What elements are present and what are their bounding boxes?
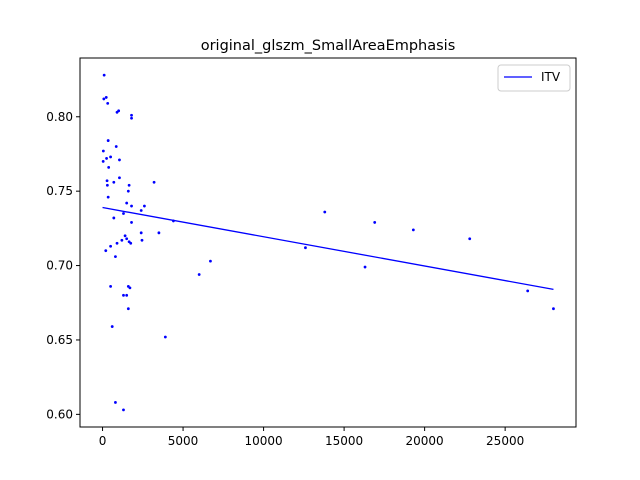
scatter-point (114, 255, 117, 259)
scatter-point (130, 204, 133, 208)
scatter-point (122, 212, 125, 215)
scatter-point (104, 249, 108, 253)
y-tick-label: 0.60 (46, 407, 73, 421)
plot-area-frame (79, 57, 577, 428)
scatter-point (127, 183, 131, 187)
scatter-point (107, 165, 111, 169)
y-tick-label: 0.75 (46, 184, 73, 198)
y-tick-label: 0.80 (46, 110, 73, 124)
scatter-point (139, 231, 143, 235)
x-tick-label: 25000 (486, 434, 524, 448)
scatter-point (130, 221, 133, 224)
scatter-point (106, 195, 110, 199)
fit-line-layer (102, 206, 554, 291)
y-tick-label: 0.70 (46, 259, 73, 273)
scatter-point (112, 216, 116, 220)
scatter-point (552, 307, 555, 311)
scatter-point (157, 231, 161, 235)
scatter-point (126, 307, 130, 311)
scatter-point (104, 96, 108, 99)
legend-label-itv: ITV (541, 70, 561, 84)
scatter-point (323, 210, 327, 214)
scatter-point (128, 286, 132, 290)
fit-line-itv (102, 206, 554, 291)
scatter-point (102, 97, 106, 101)
scatter-point (114, 401, 117, 404)
scatter-point (125, 293, 129, 297)
x-axis: 0 5000 10000 15000 20000 25000 (99, 427, 524, 448)
scatter-point (172, 219, 175, 223)
scatter-point (120, 238, 124, 242)
y-axis: 0.60 0.65 0.70 0.75 0.80 (46, 110, 80, 421)
scatter-point (139, 209, 143, 212)
scatter-point (143, 204, 146, 208)
scatter-point (122, 293, 125, 297)
scatter-point (129, 241, 133, 245)
scatter-point (106, 139, 110, 142)
scatter-point (112, 180, 116, 184)
scatter-point (130, 116, 133, 120)
scatter-point (140, 238, 144, 242)
x-tick-label: 0 (99, 434, 107, 448)
scatter-point (163, 335, 167, 339)
scatter-point (101, 160, 105, 163)
scatter-points (101, 73, 555, 412)
scatter-point (130, 113, 133, 117)
scatter-point (105, 179, 109, 183)
scatter-point (152, 180, 156, 184)
scatter-point (468, 237, 472, 241)
scatter-point (105, 183, 109, 187)
scatter-point (373, 221, 377, 224)
scatter-point (304, 246, 307, 250)
scatter-point (106, 101, 110, 105)
x-tick-label: 20000 (406, 434, 444, 448)
scatter-point (363, 265, 367, 269)
scatter-point (125, 201, 129, 205)
scatter-point (125, 237, 129, 241)
scatter-point (122, 408, 125, 412)
scatter-point (197, 273, 201, 276)
scatter-point (102, 73, 106, 77)
scatter-point (115, 241, 119, 245)
scatter-point (126, 189, 130, 193)
scatter-point (123, 234, 127, 238)
scatter-point (118, 158, 121, 162)
scatter-point (109, 244, 112, 248)
scatter-point (101, 149, 105, 153)
scatter-point (411, 228, 415, 232)
scatter-point (209, 259, 212, 263)
scatter-point (109, 155, 112, 159)
x-tick-label: 15000 (325, 434, 363, 448)
scatter-point (110, 325, 114, 328)
legend-box (497, 64, 571, 92)
scatter-point (526, 289, 530, 293)
x-tick-label: 5000 (168, 434, 199, 448)
y-tick-label: 0.65 (46, 333, 73, 347)
scatter-point (105, 157, 108, 160)
scatter-point (109, 284, 112, 288)
scatter-point (118, 176, 121, 180)
chart-title: original_glszm_SmallAreaEmphasis (201, 38, 456, 54)
x-tick-label: 10000 (244, 434, 282, 448)
scatter-point (114, 145, 118, 148)
scatter-point (117, 109, 121, 113)
legend: ITV (497, 64, 571, 92)
